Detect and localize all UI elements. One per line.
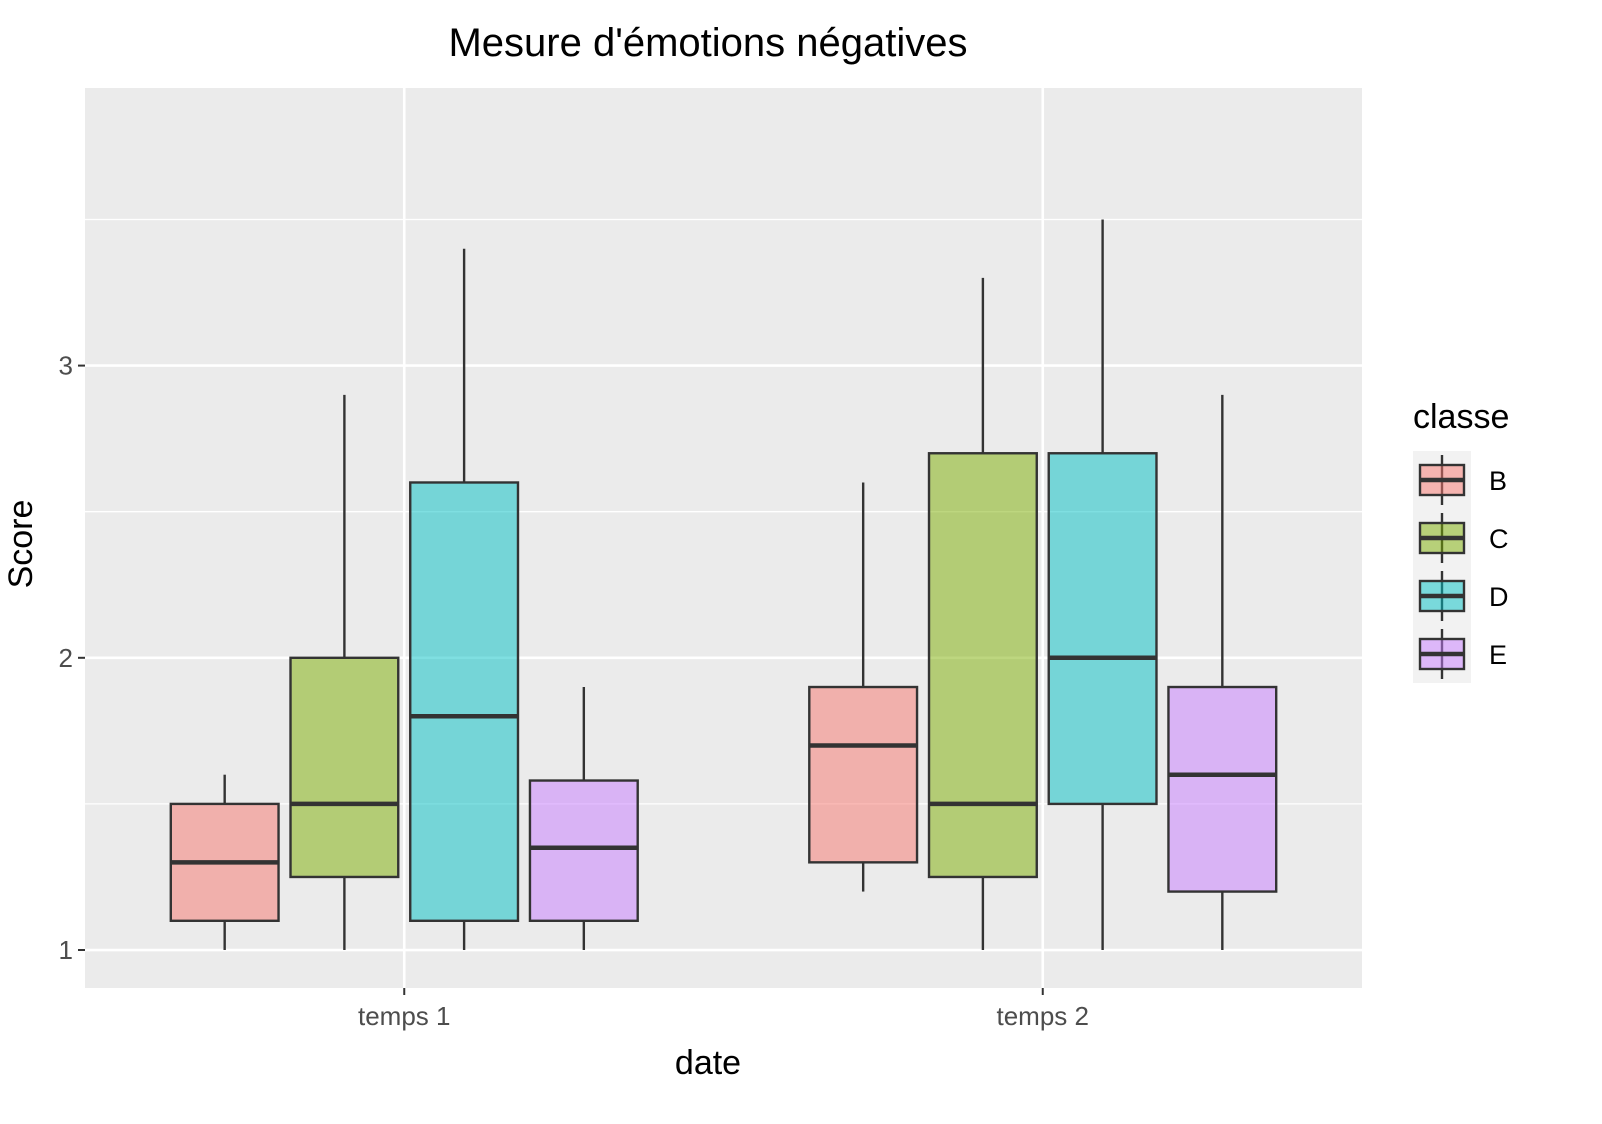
x-tick-label: temps 2: [997, 1001, 1090, 1031]
legend-item-E: E: [1418, 629, 1507, 679]
box-iqr: [289, 656, 400, 879]
box-E-1: [528, 687, 639, 951]
box-iqr: [1167, 685, 1278, 893]
box-iqr: [927, 452, 1038, 879]
box-iqr: [409, 481, 520, 922]
legend-item-B: B: [1418, 455, 1507, 505]
legend-item-D: D: [1418, 571, 1509, 621]
legend-item-C: C: [1418, 513, 1509, 563]
legend-title: classe: [1413, 398, 1509, 436]
y-axis-title: Score: [2, 500, 40, 589]
legend-label: E: [1489, 640, 1507, 670]
x-axis-title: date: [675, 1044, 741, 1082]
y-tick-label: 3: [59, 351, 73, 381]
box-series: [169, 219, 1278, 951]
y-tick-label: 2: [59, 643, 73, 673]
box-iqr: [1047, 452, 1158, 806]
box-B-1: [169, 774, 280, 951]
box-C-1: [289, 394, 400, 951]
box-iqr: [808, 685, 919, 864]
box-C-2: [927, 277, 1038, 951]
box-D-1: [409, 248, 520, 951]
axes: 1 2 3 temps 1 temps 2: [59, 351, 1089, 1031]
legend-label: B: [1489, 466, 1507, 496]
box-B-2: [808, 482, 919, 892]
grid-lines: [85, 88, 1362, 988]
x-tick-label: temps 1: [358, 1001, 451, 1031]
y-tick-label: 1: [59, 935, 73, 965]
chart-title: Mesure d'émotions négatives: [448, 21, 967, 65]
box-D-2: [1047, 219, 1158, 951]
box-iqr: [528, 779, 639, 922]
legend-label: D: [1489, 582, 1509, 612]
legend-label: C: [1489, 524, 1509, 554]
box-E-2: [1167, 394, 1278, 951]
